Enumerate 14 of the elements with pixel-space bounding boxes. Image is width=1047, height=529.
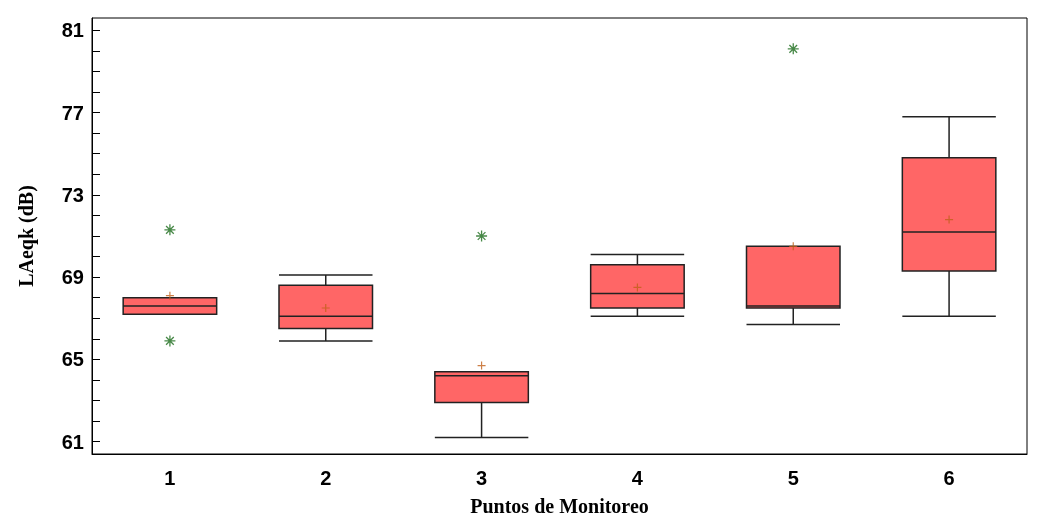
x-tick-label: 5 <box>787 467 799 489</box>
x-axis-title: Puntos de Monitoreo <box>470 495 649 517</box>
x-tick-label: 6 <box>943 467 955 489</box>
y-tick-label: 65 <box>61 348 84 371</box>
x-tick-label: 1 <box>164 467 176 489</box>
x-tick-label: 4 <box>631 467 644 489</box>
y-tick-label: 61 <box>61 430 84 453</box>
y-tick-label: 81 <box>61 19 84 42</box>
y-tick-label: 73 <box>61 183 84 206</box>
x-tick-label: 3 <box>476 467 488 489</box>
y-axis-title: LAeqk (dB) <box>15 185 38 287</box>
y-tick-label: 77 <box>61 101 84 124</box>
x-tick-label: 2 <box>320 467 332 489</box>
y-tick-label: 69 <box>61 266 84 289</box>
